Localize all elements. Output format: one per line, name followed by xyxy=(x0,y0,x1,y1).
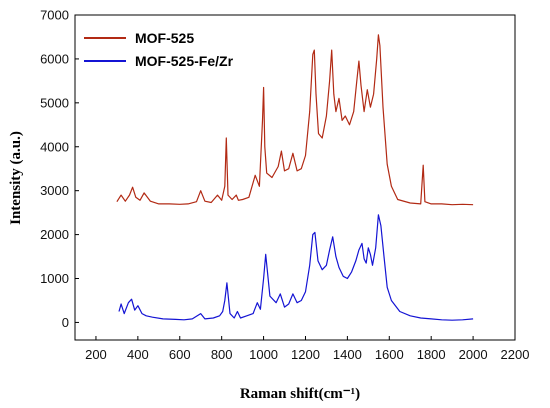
y-axis-title: Intensity (a.u.) xyxy=(8,131,24,225)
x-tick-label: 1800 xyxy=(417,347,446,362)
series-line-mof-525 xyxy=(116,34,474,206)
y-tick-label: 6000 xyxy=(40,51,69,66)
x-axis-ticks: 200 400 600 800 1000 1200 1400 1600 1800 2000 2200 xyxy=(85,336,529,362)
legend: MOF-525 MOF-525-Fe/Zr xyxy=(84,30,234,69)
x-tick-label: 1000 xyxy=(249,347,278,362)
x-tick-label: 1200 xyxy=(291,347,320,362)
plot-area xyxy=(74,14,516,341)
plot-frame xyxy=(74,14,516,341)
legend-label-mof-525: MOF-525 xyxy=(135,30,194,46)
y-tick-label: 2000 xyxy=(40,227,69,242)
y-tick-label: 3000 xyxy=(40,183,69,198)
y-tick-label: 4000 xyxy=(40,139,69,154)
series-line-mof-525-fe-zr xyxy=(118,214,474,321)
x-tick-label: 600 xyxy=(169,347,191,362)
y-tick-label: 5000 xyxy=(40,95,69,110)
x-axis-title: Raman shift(cm⁻¹) xyxy=(240,386,360,402)
series-layer xyxy=(116,34,474,321)
y-tick-label: 1000 xyxy=(40,271,69,286)
x-tick-label: 400 xyxy=(127,347,149,362)
x-tick-label: 800 xyxy=(211,347,233,362)
legend-label-mof-525-fe-zr: MOF-525-Fe/Zr xyxy=(135,53,234,69)
x-tick-label: 2000 xyxy=(459,347,488,362)
y-tick-label: 0 xyxy=(62,315,69,330)
x-tick-label: 200 xyxy=(85,347,107,362)
x-tick-label: 1600 xyxy=(375,347,404,362)
x-tick-label: 2200 xyxy=(501,347,530,362)
x-tick-label: 1400 xyxy=(333,347,362,362)
y-axis-ticks: 0 1000 2000 3000 4000 5000 6000 7000 xyxy=(40,8,79,330)
y-tick-label: 7000 xyxy=(40,8,69,23)
